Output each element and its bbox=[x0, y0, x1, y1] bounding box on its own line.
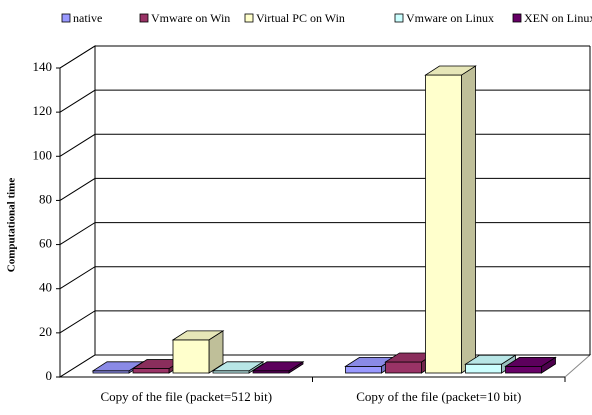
legend-swatch bbox=[512, 13, 522, 23]
grid-line bbox=[59, 177, 590, 201]
y-tick-label: 60 bbox=[39, 236, 52, 251]
grid-line bbox=[59, 222, 590, 245]
legend-swatch bbox=[61, 13, 71, 23]
legend-label: Virtual PC on Win bbox=[256, 11, 345, 25]
bar-side bbox=[461, 65, 476, 374]
bar bbox=[345, 365, 382, 374]
x-tick-label: Copy of the file (packet=512 bit) bbox=[100, 389, 272, 404]
bar-top bbox=[504, 356, 557, 367]
bar bbox=[172, 339, 210, 374]
y-tick-label: 120 bbox=[33, 103, 53, 118]
y-tick-label: 100 bbox=[33, 147, 53, 162]
legend-swatch bbox=[139, 13, 149, 23]
y-tick-label: 140 bbox=[33, 59, 53, 74]
y-tick-label: 40 bbox=[39, 280, 52, 295]
legend-label: Vmware on Win bbox=[151, 11, 230, 25]
grid-line bbox=[59, 266, 590, 290]
back-wall bbox=[59, 45, 96, 378]
legend-swatch bbox=[244, 13, 254, 23]
bar bbox=[425, 74, 462, 374]
bar-top bbox=[251, 361, 305, 372]
bar-top bbox=[424, 65, 477, 76]
bar bbox=[505, 365, 542, 374]
bar-top bbox=[211, 361, 265, 372]
legend-swatch bbox=[394, 13, 404, 23]
y-tick-label: 0 bbox=[46, 368, 53, 383]
y-tick-label: 80 bbox=[39, 191, 52, 206]
grid-line bbox=[59, 45, 590, 69]
bar-top bbox=[464, 354, 517, 365]
grid-line bbox=[59, 133, 590, 157]
bar bbox=[132, 368, 170, 374]
y-tick-label: 20 bbox=[39, 324, 52, 339]
legend-label: Vmware on Linux bbox=[406, 11, 494, 25]
bar bbox=[385, 361, 422, 374]
bar-top bbox=[171, 330, 225, 341]
legend-label: XEN on Linux bbox=[524, 11, 592, 25]
x-tick-label: Copy of the file (packet=10 bit) bbox=[356, 389, 521, 404]
grid-line bbox=[59, 89, 590, 113]
bar bbox=[465, 363, 502, 374]
y-axis-label: Computational time bbox=[6, 178, 18, 273]
legend-label: native bbox=[73, 11, 102, 25]
grid-line bbox=[59, 310, 590, 334]
